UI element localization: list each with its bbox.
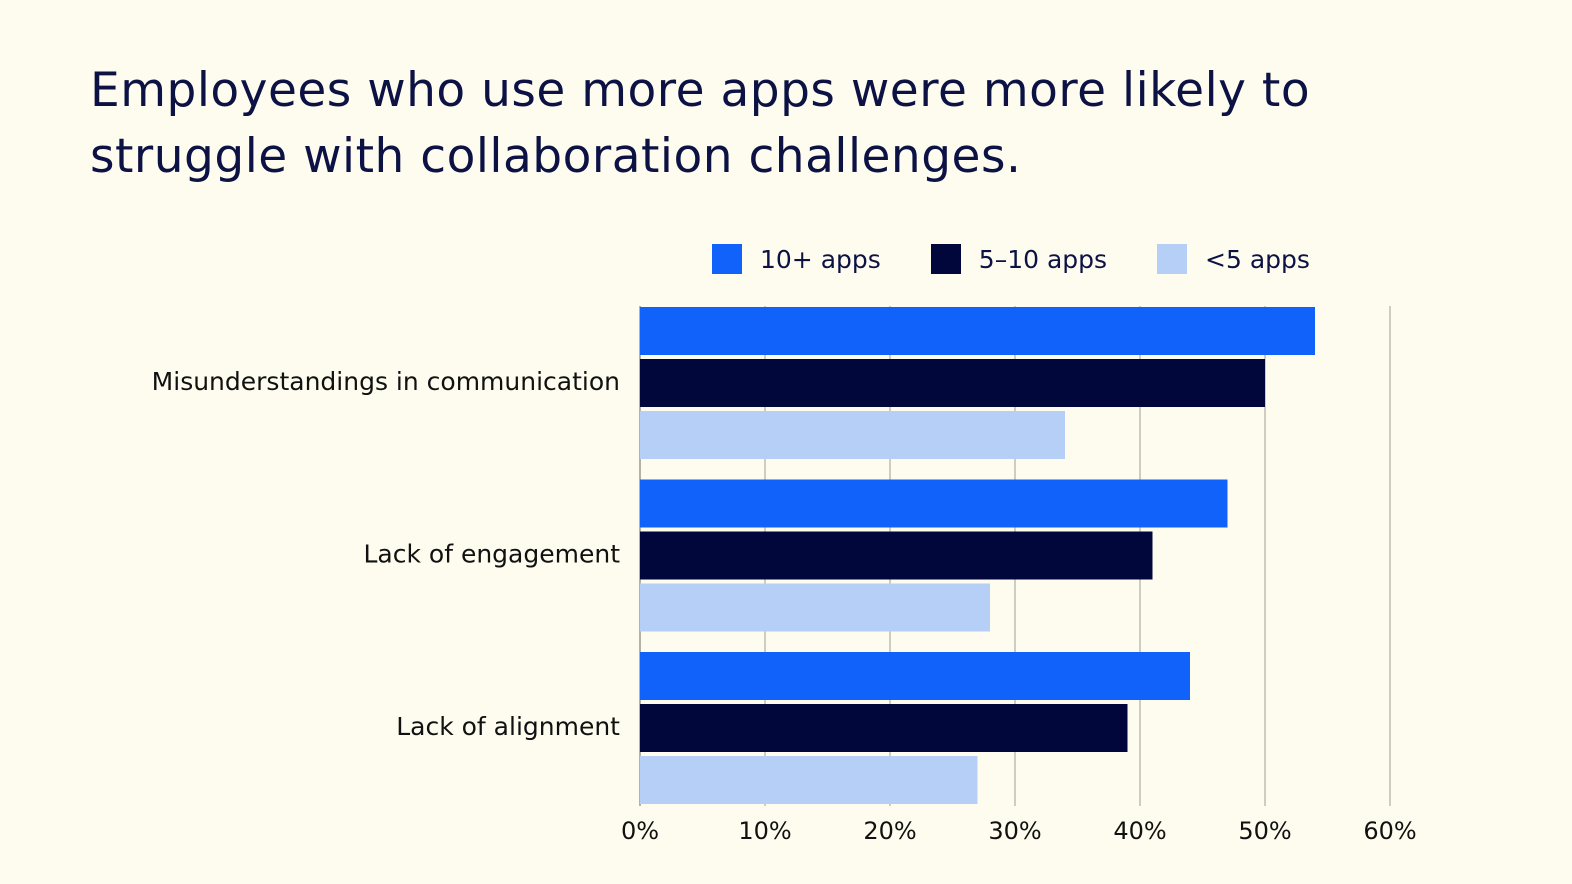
legend-swatch-under5	[1157, 244, 1188, 274]
x-tick-label: 30%	[988, 817, 1041, 845]
legend-label-10plus: 10+ apps	[760, 244, 881, 274]
bar	[640, 704, 1128, 752]
bar	[640, 652, 1190, 700]
x-tick-label: 20%	[863, 817, 916, 845]
x-tick-label: 0%	[621, 817, 659, 845]
legend-label-5to10: 5–10 apps	[978, 244, 1108, 274]
x-tick-label: 10%	[738, 817, 791, 845]
x-tick-label: 50%	[1238, 817, 1291, 845]
x-tick-label: 60%	[1363, 817, 1416, 845]
chart-title: Employees who use more apps were more li…	[90, 63, 1311, 184]
legend-swatch-10plus	[712, 244, 742, 274]
legend-item-5to10: 5–10 apps	[930, 244, 1108, 274]
bar	[640, 359, 1265, 407]
category-label: Lack of engagement	[363, 540, 620, 569]
bar	[640, 307, 1315, 355]
bar	[640, 531, 1153, 580]
category-label: Lack of alignment	[396, 712, 620, 741]
legend-swatch-5to10	[930, 244, 961, 274]
legend-item-under5: <5 apps	[1157, 244, 1310, 274]
category-label: Misunderstandings in communication	[152, 367, 620, 396]
bar	[640, 756, 978, 804]
bar	[640, 411, 1065, 459]
legend-label-under5: <5 apps	[1205, 244, 1310, 274]
legend-item-10plus: 10+ apps	[712, 244, 881, 274]
bar	[640, 583, 990, 632]
bar	[640, 479, 1228, 528]
legend: 10+ apps 5–10 apps <5 apps	[712, 244, 1360, 274]
x-tick-label: 40%	[1113, 817, 1166, 845]
